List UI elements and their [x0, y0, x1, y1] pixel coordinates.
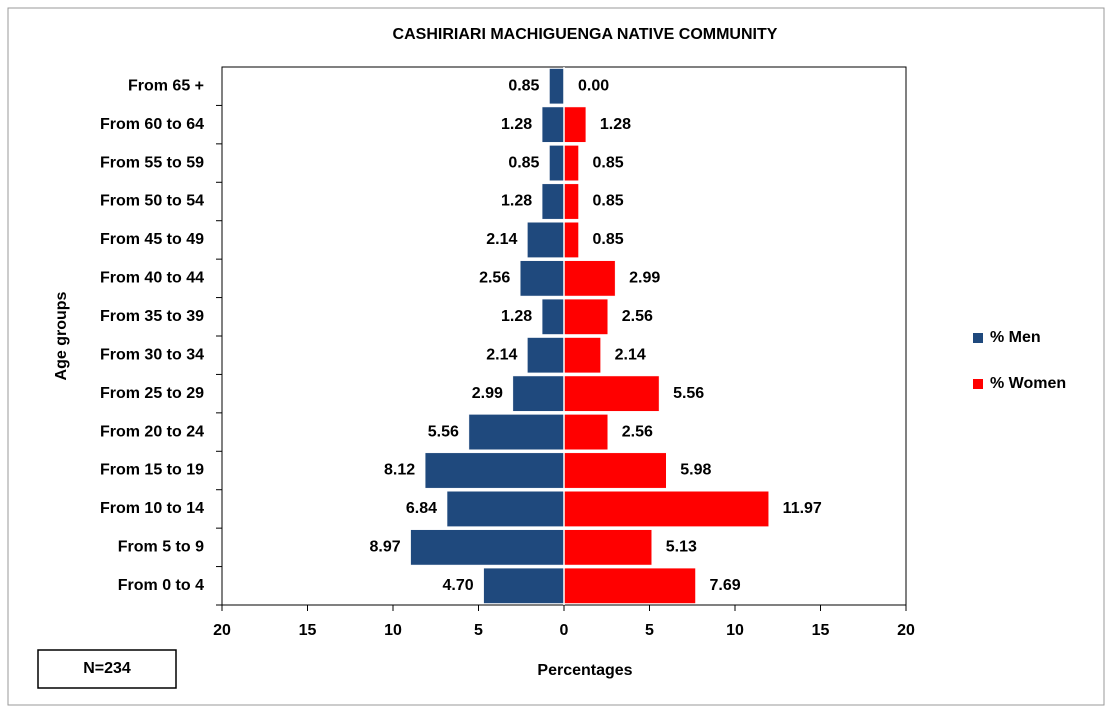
- value-label: 2.99: [629, 270, 660, 287]
- x-tick-label: 10: [384, 622, 402, 639]
- bar: [563, 567, 696, 604]
- bar: [563, 491, 769, 527]
- y-tick-label: From 15 to 19: [100, 462, 204, 479]
- annotation-box: [37, 649, 177, 689]
- bar: [446, 491, 565, 527]
- value-label: 6.84: [406, 500, 437, 517]
- value-label: 8.12: [384, 462, 415, 479]
- legend-label: % Men: [990, 329, 1041, 346]
- value-label: 0.85: [593, 231, 624, 248]
- y-tick-label: From 40 to 44: [100, 270, 204, 287]
- value-label: 5.98: [680, 462, 711, 479]
- value-label: 8.97: [369, 539, 400, 556]
- bar: [563, 183, 579, 220]
- value-label: 0.85: [593, 154, 624, 171]
- value-label: 1.28: [600, 116, 631, 133]
- bar: [483, 567, 565, 604]
- x-tick-label: 20: [897, 622, 915, 639]
- bar: [563, 222, 579, 258]
- value-label: 1.28: [501, 193, 532, 210]
- value-label: 0.85: [593, 193, 624, 210]
- chart-title: CASHIRIARI MACHIGUENGA NATIVE COMMUNITY: [393, 26, 778, 43]
- value-label: 0.00: [578, 77, 609, 94]
- y-tick-label: From 20 to 24: [100, 423, 204, 440]
- value-label: 2.14: [615, 346, 646, 363]
- y-axis-label: Age groups: [53, 291, 70, 380]
- x-tick-label: 5: [645, 622, 654, 639]
- value-label: 2.56: [622, 308, 653, 325]
- bar: [541, 106, 565, 143]
- bar: [424, 452, 565, 489]
- legend-swatch: [973, 379, 983, 389]
- y-tick-label: From 10 to 14: [100, 500, 204, 517]
- x-tick-label: 20: [213, 622, 231, 639]
- legend-swatch: [973, 333, 983, 343]
- bar: [563, 375, 660, 412]
- value-label: 11.97: [783, 500, 822, 517]
- bar: [563, 337, 601, 374]
- y-tick-label: From 0 to 4: [118, 577, 204, 594]
- bar: [563, 414, 609, 450]
- value-label: 2.14: [486, 231, 517, 248]
- value-label: 5.56: [673, 385, 704, 402]
- x-tick-label: 5: [474, 622, 483, 639]
- bar: [527, 337, 565, 374]
- value-label: 0.85: [508, 154, 539, 171]
- bar: [563, 298, 609, 335]
- x-tick-label: 15: [299, 622, 317, 639]
- bar: [541, 298, 565, 335]
- value-label: 2.14: [486, 346, 517, 363]
- bar: [512, 375, 565, 412]
- value-label: 5.13: [666, 539, 697, 556]
- x-axis-label: Percentages: [537, 662, 632, 679]
- value-label: 1.28: [501, 308, 532, 325]
- y-tick-label: From 65 +: [128, 77, 204, 94]
- bar: [563, 106, 587, 143]
- legend-label: % Women: [990, 375, 1066, 392]
- y-tick-label: From 45 to 49: [100, 231, 204, 248]
- x-tick-label: 10: [726, 622, 744, 639]
- bar: [563, 145, 579, 181]
- bar: [468, 414, 565, 450]
- value-label: 1.28: [501, 116, 532, 133]
- bar: [563, 529, 652, 566]
- x-tick-label: 0: [560, 622, 569, 639]
- value-label: 4.70: [442, 577, 473, 594]
- bar: [563, 260, 616, 297]
- value-label: 5.56: [428, 423, 459, 440]
- value-label: 0.85: [508, 77, 539, 94]
- bar: [541, 183, 565, 220]
- y-tick-label: From 5 to 9: [118, 539, 204, 556]
- x-tick-label: 15: [812, 622, 830, 639]
- bar: [527, 222, 565, 258]
- y-tick-label: From 60 to 64: [100, 116, 204, 133]
- y-tick-label: From 35 to 39: [100, 308, 204, 325]
- y-tick-label: From 25 to 29: [100, 385, 204, 402]
- value-label: 2.56: [622, 423, 653, 440]
- y-tick-label: From 55 to 59: [100, 154, 204, 171]
- bar: [549, 145, 565, 181]
- bar: [563, 452, 667, 489]
- y-tick-label: From 30 to 34: [100, 346, 204, 363]
- bar: [519, 260, 565, 297]
- value-label: 2.56: [479, 270, 510, 287]
- value-label: 7.69: [709, 577, 740, 594]
- y-tick-label: From 50 to 54: [100, 193, 204, 210]
- bar: [549, 68, 565, 105]
- bar: [410, 529, 565, 566]
- value-label: 2.99: [472, 385, 503, 402]
- annotation: N=234: [83, 660, 131, 677]
